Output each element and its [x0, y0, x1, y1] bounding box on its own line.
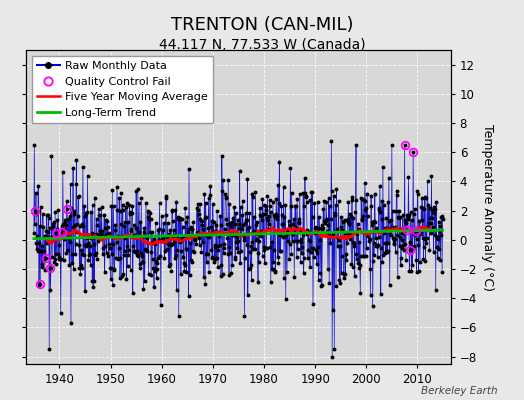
Legend: Raw Monthly Data, Quality Control Fail, Five Year Moving Average, Long-Term Tren: Raw Monthly Data, Quality Control Fail, … — [32, 56, 213, 123]
Text: Berkeley Earth: Berkeley Earth — [421, 386, 498, 396]
Y-axis label: Temperature Anomaly (°C): Temperature Anomaly (°C) — [481, 124, 494, 290]
Text: TRENTON (CAN-MIL): TRENTON (CAN-MIL) — [171, 16, 353, 34]
Text: 44.117 N, 77.533 W (Canada): 44.117 N, 77.533 W (Canada) — [159, 38, 365, 52]
